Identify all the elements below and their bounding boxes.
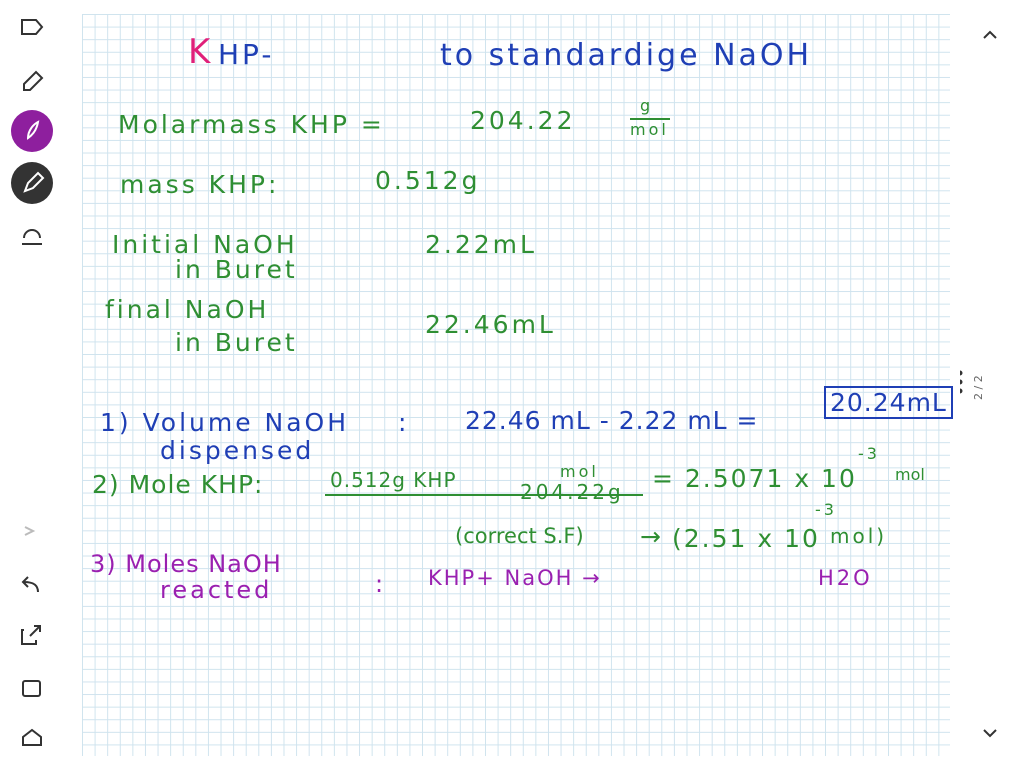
note-page [82, 14, 950, 756]
initial-label: Initial NaOH [112, 230, 298, 259]
fraction-bar [630, 118, 670, 120]
title-main: to standardige NaOH [440, 38, 813, 73]
title-k: K [188, 32, 214, 72]
final-value: 22.46mL [425, 310, 556, 339]
fraction-bar [325, 494, 643, 496]
initial-value: 2.22mL [425, 230, 537, 259]
highlighter-icon [26, 120, 40, 140]
final-label2: in Buret [175, 328, 298, 357]
step2-label: 2) Mole KHP: [92, 470, 264, 499]
title-rest: HP- [218, 38, 275, 71]
step2-unit-den: 204.22g [520, 480, 624, 504]
step2-numerator: 0.512g KHP [330, 468, 457, 492]
more-dot [960, 370, 963, 376]
step2-unit-num: mol [560, 462, 599, 481]
step2-result: = 2.5071 x 10 [652, 464, 857, 493]
step3-expr: KHP+ NaOH → [428, 566, 602, 590]
highlighter-tool[interactable] [11, 110, 53, 152]
molar-value: 204.22 [470, 106, 576, 135]
step3-colon: : [375, 570, 387, 598]
mass-label: mass KHP: [120, 170, 280, 199]
eraser-tool[interactable] [23, 70, 44, 91]
molar-label: Molarmass KHP = [118, 110, 385, 139]
image-button[interactable] [22, 680, 41, 697]
final-label: final NaOH [105, 295, 270, 324]
step1-result: 20.24mL [824, 386, 953, 419]
correct-arrow: → [640, 522, 664, 551]
bookmark-tool[interactable] [21, 19, 44, 35]
correct-label: (correct S.F) [455, 524, 584, 548]
step2-unit: mol [895, 465, 925, 484]
audio-tool[interactable] [22, 229, 42, 245]
molar-unit-num: g [640, 96, 654, 115]
correct-result: (2.51 x 10 [672, 524, 820, 553]
step3-label: 3) Moles NaOH [90, 550, 282, 578]
step1-label2: dispensed [160, 436, 315, 465]
pen-tool[interactable] [11, 162, 53, 204]
page-indicator: 2 / 2 [972, 375, 985, 400]
home-button[interactable] [22, 728, 42, 746]
initial-label2: in Buret [175, 255, 298, 284]
molar-unit-den: mol [630, 120, 669, 139]
scroll-down[interactable] [983, 729, 997, 738]
correct-exponent: -3 [815, 500, 837, 519]
step1-colon: : [398, 408, 410, 437]
page-controls [960, 30, 997, 738]
step3-label2: reacted [160, 576, 273, 604]
correct-unit: mol) [830, 524, 888, 548]
toolbar [11, 19, 53, 746]
undo-button[interactable] [21, 576, 39, 593]
step1-label: 1) Volume NaOH [100, 408, 350, 437]
more-dot [960, 379, 963, 385]
share-button[interactable] [21, 625, 41, 645]
redo-button[interactable] [24, 526, 36, 536]
more-dot [960, 388, 963, 394]
step2-exponent: -3 [858, 444, 880, 463]
step1-expr: 22.46 mL - 2.22 mL = [465, 406, 759, 435]
mass-value: 0.512g [375, 166, 481, 195]
step3-product: H2O [818, 566, 873, 590]
pen-icon [23, 171, 45, 193]
scroll-up[interactable] [983, 30, 997, 39]
